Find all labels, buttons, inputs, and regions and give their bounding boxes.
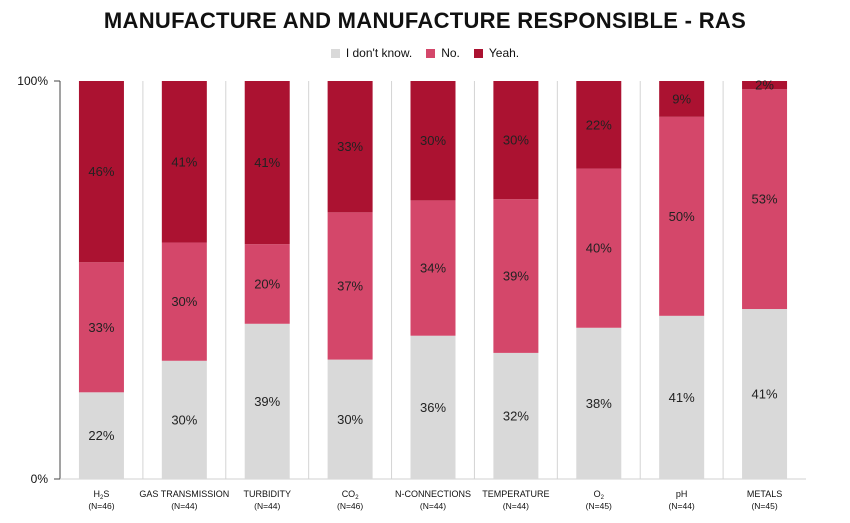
category-n-label: (N=46) (337, 501, 363, 511)
bar-segment (659, 315, 705, 479)
category-label: pH (676, 489, 688, 499)
bar-segment (327, 359, 373, 479)
y-tick-label: 100% (17, 74, 48, 88)
bar-segment (410, 335, 456, 479)
category-n-label: (N=44) (171, 501, 197, 511)
data-label: 39% (503, 269, 529, 284)
legend-label-no: No. (441, 46, 460, 60)
data-label: 22% (586, 117, 612, 132)
category-label: CO2 (342, 489, 360, 501)
data-label: 30% (503, 133, 529, 148)
legend-swatch-dont-know (330, 48, 340, 58)
data-label: 38% (586, 396, 612, 411)
category-n-label: (N=46) (88, 501, 114, 511)
bar-segment (576, 81, 622, 169)
data-label: 33% (88, 320, 114, 335)
legend-label-yeah: Yeah. (488, 46, 520, 60)
bar-segment (742, 81, 788, 90)
bar-segment (493, 81, 539, 200)
data-label: 41% (171, 154, 197, 169)
bar-segment (161, 242, 207, 361)
category-n-label: (N=44) (503, 501, 529, 511)
bar-segment (78, 262, 124, 393)
data-label: 33% (337, 139, 363, 154)
data-label: 32% (503, 408, 529, 423)
bar-segment (327, 81, 373, 213)
data-label: 37% (337, 278, 363, 293)
data-label: 46% (88, 164, 114, 179)
data-label: 20% (254, 276, 280, 291)
category-label: H2S (94, 489, 110, 501)
legend-item-no: No. (426, 46, 460, 60)
data-label: 50% (669, 209, 695, 224)
category-n-label: (N=44) (254, 501, 280, 511)
legend-swatch-no (426, 48, 436, 58)
category-n-label: (N=44) (669, 501, 695, 511)
bar-segment (493, 199, 539, 353)
data-label: 39% (254, 394, 280, 409)
legend-label-dont-know: I don't know. (345, 46, 413, 60)
data-label: 41% (254, 155, 280, 170)
data-label: 30% (171, 294, 197, 309)
data-label: 22% (88, 428, 114, 443)
category-n-label: (N=45) (586, 501, 612, 511)
legend-item-dont-know: I don't know. (330, 46, 413, 60)
data-label: 41% (752, 387, 778, 402)
y-tick-label: 0% (31, 472, 49, 486)
bar-segment (576, 168, 622, 328)
bar-segment (244, 323, 290, 479)
chart-title: MANUFACTURE AND MANUFACTURE RESPONSIBLE … (103, 8, 747, 33)
data-label: 36% (420, 400, 446, 415)
legend-item-yeah: Yeah. (473, 46, 520, 60)
data-label: 2% (755, 78, 774, 93)
bar-segment (161, 360, 207, 479)
data-label: 53% (752, 192, 778, 207)
category-n-label: (N=45) (751, 501, 777, 511)
bar-segment (659, 116, 705, 316)
bar-segment (493, 352, 539, 479)
bar-segment (742, 89, 788, 310)
legend-swatch-yeah (473, 48, 483, 58)
category-label: TURBIDITY (243, 489, 291, 499)
data-label: 40% (586, 241, 612, 256)
data-label: 41% (669, 390, 695, 405)
category-label: TEMPERATURE (482, 489, 549, 499)
bar-segment (78, 392, 124, 479)
bar-segment (742, 309, 788, 479)
bar-segment (410, 81, 456, 201)
data-label: 30% (337, 412, 363, 427)
category-label: GAS TRANSMISSION (139, 489, 229, 499)
bar-segment (78, 81, 124, 263)
category-label: O2 (594, 489, 605, 501)
bar-segment (244, 244, 290, 324)
category-label: METALS (747, 489, 782, 499)
bar-segment (244, 81, 290, 245)
bar-segment (576, 327, 622, 479)
data-label: 30% (420, 133, 446, 148)
bar-segment (659, 81, 705, 117)
bar-segment (410, 200, 456, 336)
bar-segment (327, 212, 373, 360)
data-label: 9% (672, 91, 691, 106)
chart-legend: I don't know. No. Yeah. (0, 46, 850, 60)
data-label: 30% (171, 412, 197, 427)
category-label: N-CONNECTIONS (395, 489, 471, 499)
data-label: 34% (420, 261, 446, 276)
category-n-label: (N=44) (420, 501, 446, 511)
bar-segment (161, 81, 207, 243)
